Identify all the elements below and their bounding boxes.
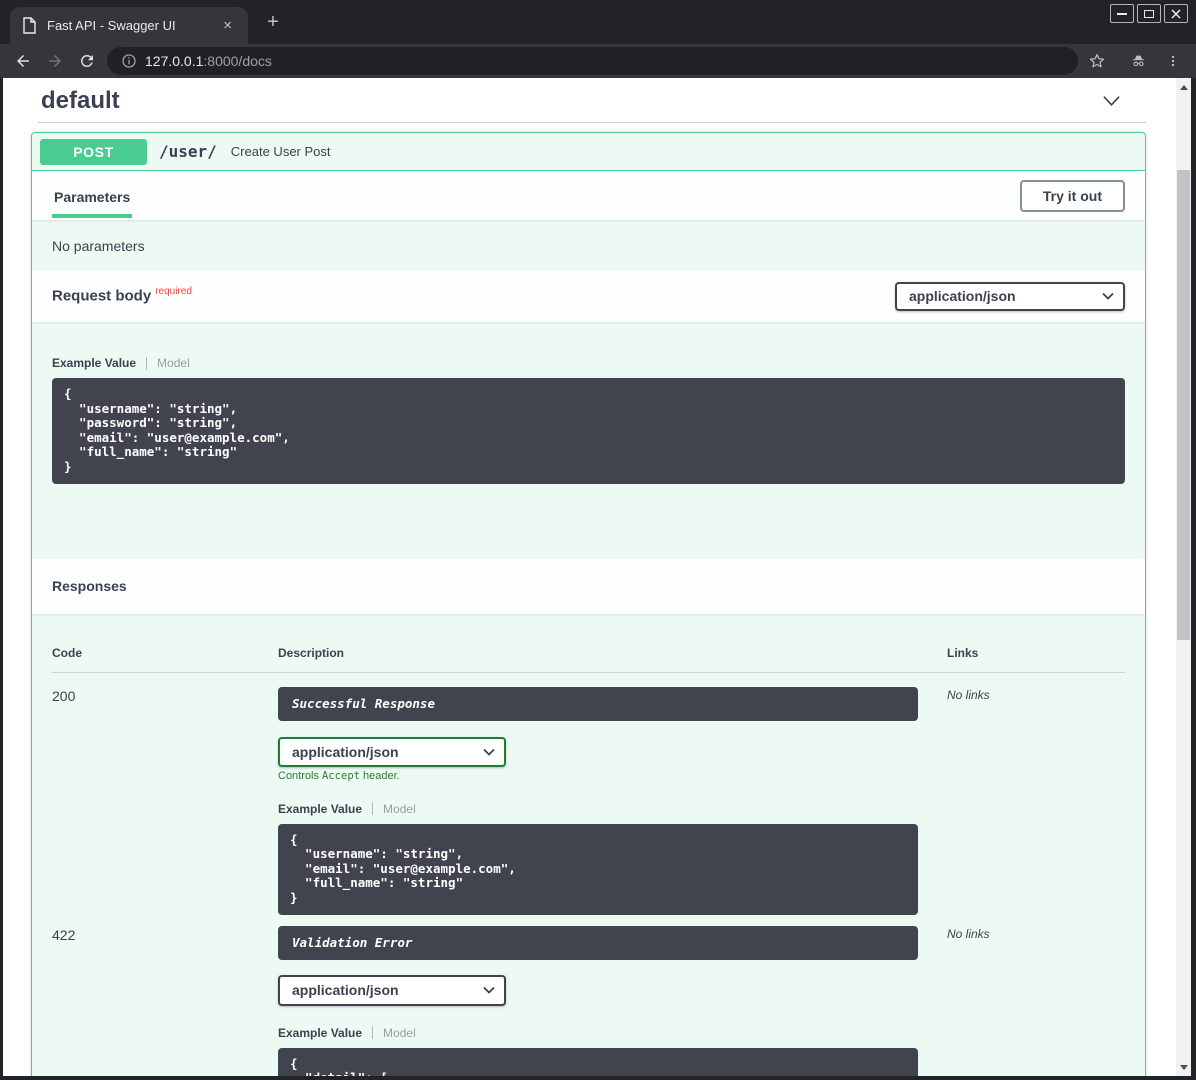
chevron-down-icon xyxy=(483,986,495,994)
tab-example-value[interactable]: Example Value xyxy=(278,1025,363,1040)
scroll-down-icon xyxy=(1179,1064,1188,1070)
responses-table: Code Description Links 200 Successful Re… xyxy=(32,614,1145,1076)
no-parameters-text: No parameters xyxy=(52,238,145,254)
close-window-button[interactable] xyxy=(1164,4,1188,23)
scroll-up-button[interactable] xyxy=(1176,80,1191,94)
note-code: Accept xyxy=(322,769,360,782)
responses-title: Responses xyxy=(52,578,127,595)
request-body-label-wrap: Request body required xyxy=(52,286,192,305)
example-model-tabs: Example Value Model xyxy=(278,802,918,816)
forward-icon[interactable] xyxy=(46,52,64,70)
tab-title: Fast API - Swagger UI xyxy=(47,18,176,33)
chevron-down-icon xyxy=(1102,292,1114,300)
tag-title: default xyxy=(41,87,120,114)
request-media-type-select[interactable]: application/json xyxy=(895,281,1125,311)
tab-example-value[interactable]: Example Value xyxy=(278,801,363,816)
info-icon[interactable] xyxy=(121,53,137,69)
request-media-type-value: application/json xyxy=(909,288,1016,304)
operation-summary[interactable]: POST /user/ Create User Post xyxy=(32,133,1145,171)
tab-model[interactable]: Model xyxy=(383,801,416,816)
response-example-code: { "username": "string", "email": "user@e… xyxy=(278,823,918,915)
controls-accept-note: Controls Accept header. xyxy=(278,770,918,782)
operation-description: Create User Post xyxy=(230,144,331,159)
url-path: :8000/docs xyxy=(203,53,272,69)
responses-rows: 200 Successful Response application/json… xyxy=(52,673,1125,1076)
tab-separator xyxy=(146,356,148,370)
note-suffix: header. xyxy=(359,769,400,782)
response-links: No links xyxy=(947,687,990,702)
bookmark-star-icon[interactable] xyxy=(1088,52,1106,70)
column-description: Description xyxy=(278,645,345,660)
document-icon xyxy=(23,17,36,34)
example-model-tabs: Example Value Model xyxy=(278,1026,918,1040)
response-media-type-value: application/json xyxy=(292,743,399,760)
browser-tab[interactable]: Fast API - Swagger UI × xyxy=(10,7,248,44)
minimize-icon xyxy=(1117,12,1127,15)
browser-toolbar: 127.0.0.1:8000/docs xyxy=(0,44,1196,78)
scroll-up-icon xyxy=(1179,84,1188,90)
tab-separator xyxy=(372,1026,374,1040)
tab-parameters[interactable]: Parameters xyxy=(52,174,133,218)
response-media-type-select[interactable]: application/json xyxy=(278,974,506,1006)
url-text: 127.0.0.1:8000/docs xyxy=(145,53,272,69)
browser-titlebar: Fast API - Swagger UI × + xyxy=(0,0,1196,44)
url-bar[interactable]: 127.0.0.1:8000/docs xyxy=(107,47,1078,75)
incognito-icon xyxy=(1132,55,1145,67)
tab-model[interactable]: Model xyxy=(383,1025,416,1040)
request-body-example-section: Example Value Model { "username": "strin… xyxy=(32,322,1145,559)
method-badge: POST xyxy=(40,138,147,165)
try-it-out-button[interactable]: Try it out xyxy=(1019,179,1125,212)
menu-icon[interactable] xyxy=(1166,52,1180,70)
new-tab-button[interactable]: + xyxy=(267,11,279,33)
request-body-label: Request body xyxy=(52,287,152,305)
back-icon[interactable] xyxy=(14,52,32,70)
response-row-422: 422 Validation Error application/json Ex… xyxy=(52,925,1125,1076)
request-body-header: Request body required application/json xyxy=(32,270,1145,322)
chevron-down-icon xyxy=(483,748,495,756)
response-media-type-value: application/json xyxy=(292,982,399,999)
vertical-scrollbar[interactable] xyxy=(1176,78,1191,1076)
response-description-bar: Successful Response xyxy=(278,686,918,721)
url-host: 127.0.0.1 xyxy=(145,53,204,69)
page-content: default POST /user/ Create User Post Par… xyxy=(3,78,1191,1076)
responses-header: Responses xyxy=(32,558,1145,614)
reload-icon[interactable] xyxy=(78,52,96,70)
operation-path: /user/ xyxy=(159,142,217,161)
close-icon xyxy=(1171,8,1181,19)
maximize-button[interactable] xyxy=(1137,4,1161,23)
response-row-200: 200 Successful Response application/json… xyxy=(52,686,1125,915)
minimize-button[interactable] xyxy=(1110,4,1134,23)
required-badge: required xyxy=(155,286,192,298)
window-controls xyxy=(1110,4,1188,23)
chevron-down-icon[interactable] xyxy=(1102,93,1121,109)
note-prefix: Controls xyxy=(278,769,323,782)
tag-section-header[interactable]: default xyxy=(38,88,1146,123)
close-icon[interactable]: × xyxy=(223,17,232,34)
scroll-down-button[interactable] xyxy=(1176,1060,1191,1074)
maximize-icon xyxy=(1144,9,1154,18)
tab-example-value[interactable]: Example Value xyxy=(52,356,137,370)
response-code: 200 xyxy=(52,687,76,704)
response-code: 422 xyxy=(52,926,76,943)
response-example-code: { "detail": [ { xyxy=(278,1047,918,1076)
response-links: No links xyxy=(947,926,990,941)
parameters-header: Parameters Try it out xyxy=(32,171,1145,220)
response-description-cell: Successful Response application/json Con… xyxy=(278,686,918,915)
responses-table-header: Code Description Links xyxy=(52,646,1125,673)
tab-separator xyxy=(372,802,374,816)
column-links: Links xyxy=(947,645,979,660)
response-description-bar: Validation Error xyxy=(278,925,918,960)
scrollbar-thumb[interactable] xyxy=(1177,170,1190,640)
example-model-tabs: Example Value Model xyxy=(52,356,1125,370)
response-media-type-select[interactable]: application/json xyxy=(278,736,506,767)
operation-block: POST /user/ Create User Post Parameters … xyxy=(31,132,1146,1076)
request-body-example-code: { "username": "string", "password": "str… xyxy=(52,378,1125,484)
tab-model[interactable]: Model xyxy=(157,356,190,370)
column-code: Code xyxy=(52,645,82,660)
response-description-cell: Validation Error application/json Exampl… xyxy=(278,925,918,1076)
